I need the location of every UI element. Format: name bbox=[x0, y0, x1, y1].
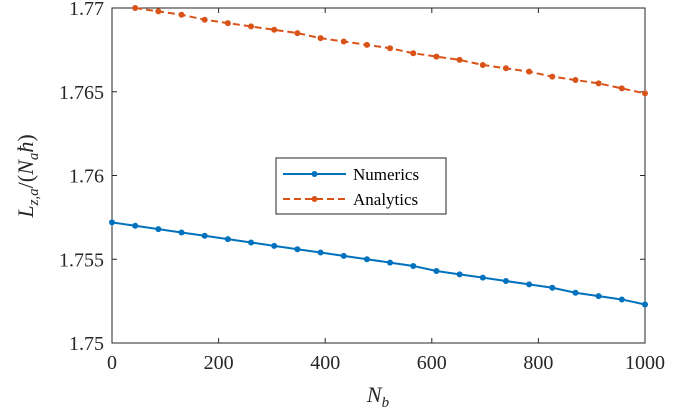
data-point-analytics bbox=[271, 26, 278, 33]
data-point-numerics bbox=[201, 232, 208, 239]
data-point-analytics bbox=[456, 56, 463, 63]
data-point-analytics bbox=[526, 68, 533, 75]
data-point-numerics bbox=[178, 229, 185, 236]
data-point-numerics bbox=[132, 222, 139, 229]
series-layer bbox=[109, 5, 648, 308]
data-point-analytics bbox=[224, 20, 231, 27]
y-tick-label: 1.76 bbox=[69, 166, 104, 188]
data-point-analytics bbox=[642, 90, 648, 97]
data-point-analytics bbox=[572, 77, 579, 84]
data-point-numerics bbox=[271, 242, 278, 249]
data-point-analytics bbox=[410, 50, 417, 57]
data-point-analytics bbox=[549, 73, 556, 80]
data-point-numerics bbox=[340, 252, 347, 259]
legend: Numerics Analytics bbox=[275, 157, 447, 215]
data-point-numerics bbox=[502, 278, 509, 285]
x-tick-label: 600 bbox=[417, 352, 447, 374]
data-point-analytics bbox=[294, 30, 301, 37]
x-tick-label: 200 bbox=[204, 352, 234, 374]
data-point-analytics bbox=[595, 80, 602, 87]
data-point-numerics bbox=[294, 246, 301, 253]
data-point-numerics bbox=[224, 236, 231, 243]
data-point-numerics bbox=[549, 284, 556, 291]
data-point-numerics bbox=[456, 271, 463, 278]
data-point-analytics bbox=[132, 5, 139, 11]
data-point-numerics bbox=[433, 267, 440, 274]
data-point-numerics bbox=[317, 249, 324, 256]
y-tick-label: 1.77 bbox=[69, 0, 104, 20]
y-tick-label: 1.755 bbox=[59, 249, 104, 271]
x-tick-label: 1000 bbox=[625, 352, 665, 374]
legend-numerics-label: Numerics bbox=[353, 165, 419, 184]
y-axis-title: Lz,a/(Naħ) bbox=[13, 134, 42, 218]
data-point-analytics bbox=[618, 85, 625, 92]
x-axis-title: Nb bbox=[366, 382, 390, 411]
y-tick-label: 1.75 bbox=[69, 333, 104, 355]
data-point-analytics bbox=[433, 53, 440, 60]
data-point-analytics bbox=[340, 38, 347, 45]
x-tick-label: 800 bbox=[523, 352, 553, 374]
data-point-numerics bbox=[595, 293, 602, 300]
data-point-analytics bbox=[387, 45, 394, 52]
legend-box bbox=[275, 157, 447, 215]
data-point-numerics bbox=[248, 239, 255, 246]
legend-analytics-marker bbox=[311, 196, 318, 202]
data-point-analytics bbox=[363, 41, 370, 48]
data-point-numerics bbox=[642, 301, 648, 308]
data-point-analytics bbox=[502, 65, 509, 72]
tick-labels: 0 200 400 600 800 1000 1.75 1.755 1.76 1.765 1.77 bbox=[59, 0, 665, 374]
x-tick-label: 0 bbox=[107, 352, 117, 374]
axis-ticks bbox=[111, 7, 646, 344]
y-tick-label: 1.765 bbox=[59, 82, 104, 104]
data-point-numerics bbox=[618, 296, 625, 303]
data-point-numerics bbox=[526, 281, 533, 288]
data-point-analytics bbox=[248, 23, 255, 30]
series-line-numerics bbox=[111, 221, 646, 306]
data-point-analytics bbox=[479, 61, 486, 68]
data-point-numerics bbox=[387, 259, 394, 266]
data-point-analytics bbox=[155, 8, 162, 15]
data-point-numerics bbox=[572, 289, 579, 296]
x-tick-label: 400 bbox=[310, 352, 340, 374]
data-point-numerics bbox=[410, 262, 417, 269]
data-point-numerics bbox=[109, 219, 115, 226]
data-point-numerics bbox=[155, 226, 162, 233]
legend-analytics-label: Analytics bbox=[353, 190, 418, 209]
data-point-analytics bbox=[317, 35, 324, 42]
data-point-numerics bbox=[363, 256, 370, 263]
legend-numerics-marker bbox=[311, 171, 318, 177]
data-point-analytics bbox=[178, 11, 185, 18]
data-point-analytics bbox=[201, 16, 208, 23]
data-point-numerics bbox=[479, 274, 486, 281]
